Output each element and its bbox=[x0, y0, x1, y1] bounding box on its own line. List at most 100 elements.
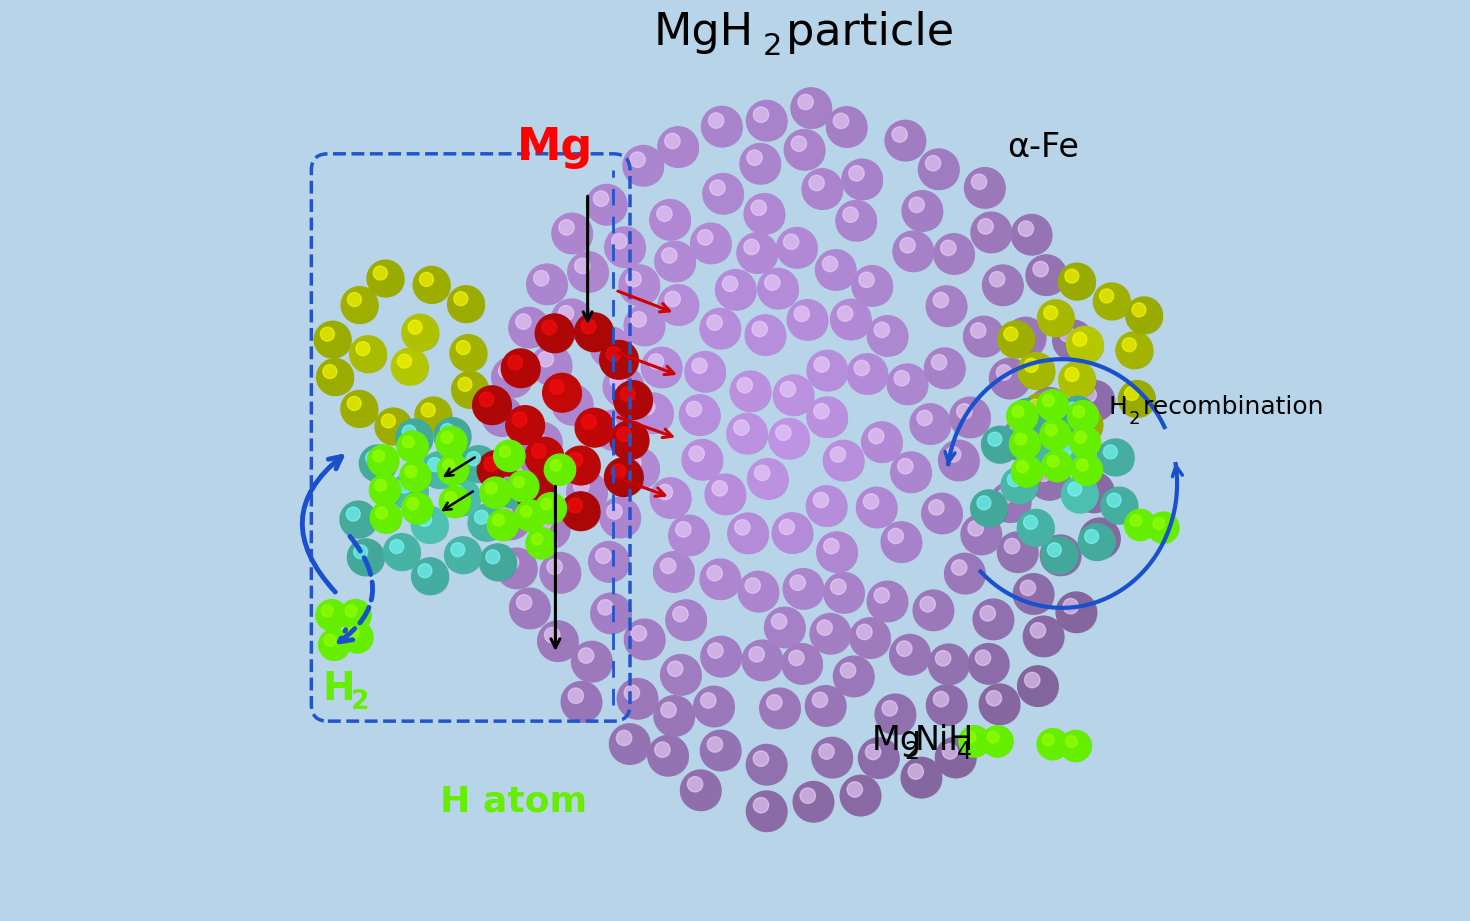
Text: recombination: recombination bbox=[1135, 395, 1323, 419]
Circle shape bbox=[738, 571, 779, 612]
Circle shape bbox=[881, 699, 916, 734]
Circle shape bbox=[516, 314, 531, 330]
Circle shape bbox=[1045, 540, 1080, 576]
Circle shape bbox=[872, 321, 908, 356]
Circle shape bbox=[654, 552, 694, 592]
Circle shape bbox=[892, 368, 928, 404]
Circle shape bbox=[684, 400, 720, 435]
Circle shape bbox=[785, 130, 825, 170]
Circle shape bbox=[660, 246, 695, 281]
Circle shape bbox=[888, 364, 928, 404]
Circle shape bbox=[707, 111, 742, 146]
Circle shape bbox=[417, 512, 432, 527]
Circle shape bbox=[978, 603, 1014, 639]
Circle shape bbox=[838, 306, 853, 321]
Circle shape bbox=[988, 270, 1023, 305]
Circle shape bbox=[986, 691, 1001, 705]
Circle shape bbox=[1029, 388, 1070, 428]
Circle shape bbox=[1064, 402, 1097, 433]
Text: H: H bbox=[322, 670, 356, 708]
Circle shape bbox=[686, 444, 723, 480]
Circle shape bbox=[933, 234, 975, 274]
Circle shape bbox=[1039, 419, 1072, 450]
Circle shape bbox=[803, 169, 842, 209]
Text: 2: 2 bbox=[1129, 410, 1139, 428]
Circle shape bbox=[700, 309, 741, 349]
Circle shape bbox=[1014, 403, 1047, 435]
Circle shape bbox=[1101, 487, 1138, 524]
Circle shape bbox=[1058, 362, 1095, 399]
Circle shape bbox=[391, 348, 428, 385]
Circle shape bbox=[1080, 387, 1097, 402]
Circle shape bbox=[1030, 260, 1067, 295]
Circle shape bbox=[409, 321, 422, 334]
Circle shape bbox=[1041, 393, 1069, 421]
Circle shape bbox=[810, 690, 845, 726]
Text: particle: particle bbox=[772, 11, 954, 53]
Circle shape bbox=[650, 478, 691, 519]
Circle shape bbox=[613, 380, 653, 419]
Circle shape bbox=[451, 371, 488, 408]
Circle shape bbox=[494, 472, 531, 508]
Circle shape bbox=[1072, 332, 1104, 363]
Circle shape bbox=[1086, 525, 1102, 540]
Circle shape bbox=[933, 292, 948, 308]
Circle shape bbox=[784, 568, 823, 609]
Circle shape bbox=[320, 603, 347, 630]
Circle shape bbox=[487, 509, 519, 541]
Circle shape bbox=[422, 403, 435, 417]
Circle shape bbox=[751, 796, 786, 831]
Circle shape bbox=[735, 519, 750, 535]
Circle shape bbox=[397, 353, 428, 384]
Circle shape bbox=[1008, 399, 1047, 436]
Circle shape bbox=[1004, 539, 1020, 554]
Circle shape bbox=[347, 539, 384, 576]
Circle shape bbox=[747, 645, 782, 681]
Circle shape bbox=[1061, 476, 1098, 513]
Circle shape bbox=[814, 403, 829, 419]
Circle shape bbox=[1007, 401, 1038, 432]
Circle shape bbox=[375, 479, 387, 491]
Circle shape bbox=[657, 206, 672, 221]
Circle shape bbox=[941, 240, 956, 256]
Circle shape bbox=[1011, 215, 1053, 255]
Circle shape bbox=[926, 685, 967, 726]
Circle shape bbox=[811, 738, 853, 778]
Circle shape bbox=[654, 742, 670, 757]
Circle shape bbox=[1042, 305, 1075, 336]
Circle shape bbox=[534, 513, 570, 548]
Circle shape bbox=[603, 367, 644, 407]
Circle shape bbox=[323, 365, 337, 379]
Circle shape bbox=[748, 459, 788, 499]
Circle shape bbox=[875, 694, 916, 735]
Circle shape bbox=[662, 248, 678, 263]
Circle shape bbox=[440, 423, 470, 454]
Circle shape bbox=[998, 532, 1038, 573]
Circle shape bbox=[466, 450, 497, 482]
Circle shape bbox=[368, 445, 398, 476]
Circle shape bbox=[526, 264, 567, 305]
Circle shape bbox=[875, 588, 889, 603]
Circle shape bbox=[1097, 439, 1133, 476]
Circle shape bbox=[807, 350, 848, 391]
Circle shape bbox=[753, 751, 769, 766]
Circle shape bbox=[700, 730, 741, 771]
Circle shape bbox=[829, 577, 864, 612]
Circle shape bbox=[612, 233, 628, 249]
Circle shape bbox=[854, 623, 891, 658]
Text: H atom: H atom bbox=[441, 785, 588, 818]
Circle shape bbox=[520, 506, 532, 517]
Circle shape bbox=[654, 204, 691, 239]
Circle shape bbox=[490, 499, 531, 540]
Circle shape bbox=[863, 742, 900, 778]
Circle shape bbox=[1047, 542, 1061, 557]
Circle shape bbox=[512, 411, 544, 444]
Circle shape bbox=[716, 270, 756, 310]
Circle shape bbox=[597, 333, 613, 349]
Circle shape bbox=[320, 327, 335, 341]
Circle shape bbox=[373, 449, 385, 461]
Circle shape bbox=[473, 509, 506, 541]
Circle shape bbox=[850, 618, 891, 659]
Circle shape bbox=[484, 457, 498, 472]
Circle shape bbox=[945, 447, 961, 462]
